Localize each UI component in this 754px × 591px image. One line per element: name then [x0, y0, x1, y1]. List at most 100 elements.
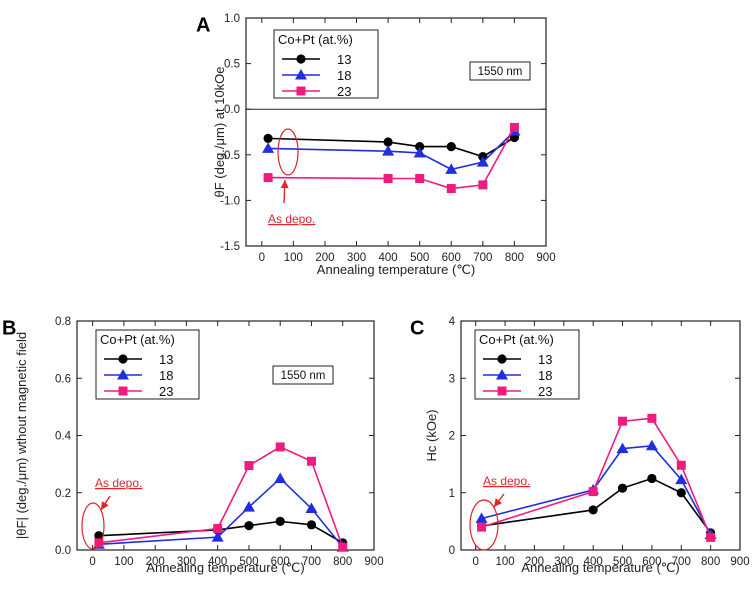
data-point	[706, 532, 716, 542]
legend-label: 23	[538, 384, 552, 399]
y-axis-title: θF (deg./μm) at 10kOe	[212, 66, 227, 197]
data-point	[477, 522, 487, 532]
panel-letter: A	[196, 15, 210, 37]
data-point	[383, 137, 393, 147]
legend-box	[474, 329, 580, 400]
legend-title: Co+Pt (at.%)	[479, 332, 554, 347]
x-tick-label: 300	[177, 556, 196, 568]
data-point	[446, 184, 456, 194]
y-tick-label: 0.0	[224, 104, 240, 116]
y-tick-label: 1.0	[224, 13, 240, 25]
as-depo-ellipse	[277, 128, 299, 176]
as-depo-label: As depo.	[483, 474, 530, 488]
x-tick-label: 200	[525, 556, 544, 568]
note-text: 1550 nm	[281, 370, 326, 382]
data-point	[382, 145, 395, 156]
data-point	[211, 531, 224, 542]
x-tick-label: 700	[473, 252, 492, 264]
panel-letter: B	[2, 318, 16, 340]
x-tick-label: 600	[442, 252, 461, 264]
x-tick-label: 600	[642, 556, 661, 568]
series-18	[262, 125, 521, 174]
series-line-18	[268, 130, 515, 171]
x-tick-label: 100	[495, 556, 514, 568]
data-point	[213, 524, 223, 534]
data-point	[588, 487, 598, 497]
data-point	[617, 483, 628, 493]
legend-title: Co+Pt (at.%)	[100, 332, 175, 347]
series-line-23	[268, 127, 516, 190]
legend-marker	[497, 354, 507, 364]
data-point	[415, 174, 425, 184]
data-point	[475, 512, 488, 524]
x-tick-label: 100	[114, 556, 133, 568]
data-point	[647, 413, 657, 423]
series-line-18	[98, 477, 344, 548]
legend-box	[95, 329, 200, 400]
series-line-23	[481, 417, 712, 538]
data-point	[244, 521, 254, 531]
x-tick-label: 0	[89, 556, 95, 568]
as-depo-label: As depo.	[95, 476, 142, 490]
legend-marker	[496, 369, 508, 380]
series-23	[263, 122, 519, 194]
x-axis-title: Annealing temperature (℃)	[317, 262, 475, 277]
x-tick-label: 800	[701, 556, 720, 568]
data-point	[676, 488, 686, 498]
y-axis-title: |θF| (deg./μm) wthout magnetic field	[14, 332, 29, 539]
series-13	[263, 132, 520, 162]
as-depo-arrowhead	[280, 180, 289, 189]
x-tick-label: 500	[410, 252, 429, 264]
panel-c: C0 100 200 300 400 500 600 700 800 90001234Anneal…	[410, 316, 750, 575]
data-point	[478, 180, 488, 190]
series-line-13	[481, 477, 712, 534]
legend-label: 23	[159, 384, 173, 399]
y-tick-label: -1.0	[220, 195, 240, 207]
x-tick-label: 800	[333, 556, 352, 568]
data-point	[509, 122, 519, 132]
y-tick-label: 0.6	[55, 373, 71, 385]
data-point	[383, 174, 393, 184]
legend-marker	[295, 69, 307, 80]
data-point	[306, 520, 317, 530]
data-point	[588, 505, 598, 515]
x-axis-title: Annealing temperature (℃)	[521, 560, 679, 575]
legend-marker	[118, 386, 128, 396]
note-box	[272, 365, 334, 385]
panel-letter: C	[410, 318, 424, 340]
as-depo-arrowhead	[494, 498, 503, 507]
data-point	[306, 456, 316, 466]
legend-label: 13	[538, 352, 552, 367]
x-tick-label: 900	[536, 252, 555, 264]
series-line-13	[268, 136, 515, 158]
data-point	[645, 439, 658, 451]
y-tick-label: -1.5	[220, 241, 240, 253]
y-tick-label: 0.2	[55, 488, 71, 500]
y-tick-label: 0.4	[55, 431, 72, 443]
data-point	[305, 502, 318, 513]
y-tick-label: 0.0	[55, 545, 71, 557]
data-point	[676, 460, 686, 470]
y-tick-label: 3	[449, 373, 455, 385]
y-tick-label: 0.8	[55, 316, 71, 328]
legend-marker	[118, 354, 128, 364]
series-line-23	[98, 446, 344, 548]
data-point	[445, 163, 458, 174]
series-23	[94, 442, 348, 552]
as-depo-ellipse	[81, 502, 105, 550]
x-tick-label: 500	[613, 556, 632, 568]
note-text: 1550 nm	[478, 66, 523, 78]
x-tick-label: 400	[208, 556, 227, 568]
data-point	[647, 473, 657, 484]
panel-b: B 0 100 200 300 400 500 600 700 800 900 0.0 0.2 0.4 0.…	[2, 316, 384, 575]
data-point	[262, 142, 275, 153]
y-axis-title: Hc (kOe)	[424, 410, 439, 462]
as-depo-ellipse	[469, 499, 499, 551]
y-tick-label: -0.5	[220, 150, 240, 162]
y-tick-label: 0.5	[224, 59, 240, 71]
y-tick-label: 1	[449, 488, 455, 500]
data-point	[94, 531, 104, 541]
data-point	[275, 516, 285, 526]
